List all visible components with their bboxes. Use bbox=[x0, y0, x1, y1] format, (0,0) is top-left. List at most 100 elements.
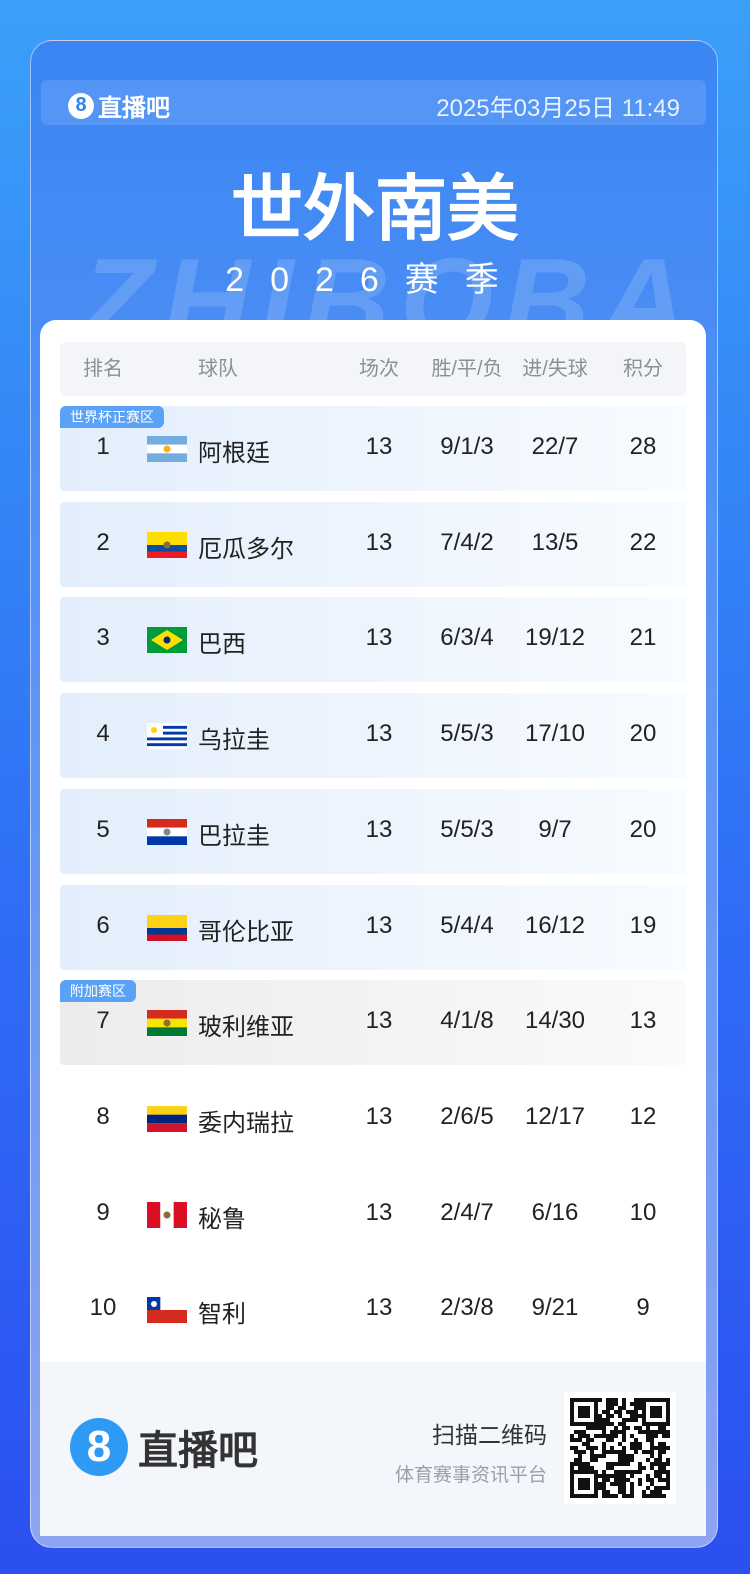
flag-stripe bbox=[147, 725, 187, 729]
qr-module bbox=[638, 1426, 642, 1430]
flag-stripe bbox=[147, 1310, 187, 1324]
column-header: 球队 bbox=[198, 358, 238, 380]
qr-module bbox=[650, 1438, 654, 1442]
qr-module bbox=[610, 1398, 614, 1402]
qr-module bbox=[622, 1494, 626, 1498]
flag-stripe bbox=[147, 436, 187, 445]
qr-module bbox=[618, 1450, 622, 1454]
qr-module bbox=[602, 1430, 606, 1434]
qr-module bbox=[602, 1474, 606, 1478]
qr-module bbox=[622, 1470, 626, 1474]
column-header: 胜/平/负 bbox=[431, 358, 503, 380]
qr-module bbox=[618, 1442, 622, 1446]
qr-module bbox=[590, 1438, 594, 1442]
qr-module bbox=[658, 1454, 662, 1458]
goals-cell: 19/12 bbox=[524, 624, 586, 652]
qr-module bbox=[578, 1458, 582, 1462]
qr-module bbox=[614, 1462, 618, 1466]
qr-module bbox=[590, 1466, 594, 1470]
logo: 8 直播吧 bbox=[68, 88, 170, 123]
team-name: 委内瑞拉 bbox=[198, 1109, 294, 1137]
qr-module bbox=[578, 1430, 582, 1434]
qr-module bbox=[610, 1434, 614, 1438]
flag bbox=[147, 1010, 187, 1037]
qr-module bbox=[630, 1486, 634, 1490]
qr-module bbox=[598, 1474, 602, 1478]
qr-module bbox=[582, 1434, 586, 1438]
rank-cell: 10 bbox=[89, 1294, 117, 1322]
qr-module bbox=[626, 1494, 630, 1498]
qr-module bbox=[654, 1486, 658, 1490]
flag-stripe bbox=[147, 731, 187, 735]
qr-module bbox=[662, 1486, 666, 1490]
qr-module bbox=[646, 1450, 650, 1454]
qr-module bbox=[610, 1402, 614, 1406]
qr-module bbox=[622, 1402, 626, 1406]
qr-module bbox=[602, 1410, 606, 1414]
qr-module bbox=[626, 1458, 630, 1462]
qr-module bbox=[618, 1482, 622, 1486]
qr-module bbox=[586, 1462, 590, 1466]
qr-module bbox=[610, 1494, 614, 1498]
points-cell: 9 bbox=[636, 1294, 650, 1322]
played-cell: 13 bbox=[365, 1007, 393, 1035]
qr-module bbox=[618, 1462, 622, 1466]
qr-module bbox=[622, 1482, 626, 1486]
qr-module bbox=[634, 1426, 638, 1430]
rank-cell: 2 bbox=[96, 528, 110, 556]
win-draw-loss-cell: 7/4/2 bbox=[440, 528, 494, 556]
qr-module bbox=[658, 1478, 662, 1482]
qr-module bbox=[578, 1462, 582, 1466]
goals-cell: 13/5 bbox=[531, 528, 579, 556]
qr-module bbox=[610, 1466, 614, 1470]
win-draw-loss-cell: 4/1/8 bbox=[440, 1007, 494, 1035]
qr-module bbox=[614, 1474, 618, 1478]
qr-module bbox=[594, 1434, 598, 1438]
qr-module bbox=[578, 1454, 582, 1458]
qr-module bbox=[622, 1458, 626, 1462]
qr-module bbox=[614, 1434, 618, 1438]
qr-module bbox=[646, 1478, 650, 1482]
qr-module bbox=[666, 1470, 670, 1474]
flag-stripe bbox=[147, 934, 187, 941]
qr-module bbox=[602, 1494, 606, 1498]
played-cell: 13 bbox=[365, 1198, 393, 1226]
flag bbox=[147, 1105, 187, 1132]
qr-module bbox=[654, 1458, 658, 1462]
qr-module bbox=[638, 1462, 642, 1466]
qr-module bbox=[598, 1434, 602, 1438]
qr-module bbox=[578, 1438, 582, 1442]
points-cell: 21 bbox=[629, 624, 657, 652]
played-cell: 13 bbox=[365, 624, 393, 652]
flag-stripe bbox=[147, 737, 187, 741]
rank-cell: 1 bbox=[96, 433, 110, 460]
flag-stripe bbox=[147, 836, 187, 845]
qr-module bbox=[626, 1426, 630, 1430]
win-draw-loss-cell: 2/6/5 bbox=[440, 1102, 494, 1130]
qr-module bbox=[646, 1458, 650, 1462]
qr-module bbox=[630, 1494, 634, 1498]
qr-module bbox=[650, 1446, 654, 1450]
zone-label: 世界杯正赛区 bbox=[60, 406, 164, 428]
flag bbox=[147, 531, 187, 558]
qr-module bbox=[602, 1486, 606, 1490]
qr-module bbox=[606, 1402, 610, 1406]
qr-module bbox=[582, 1430, 586, 1434]
flag-emblem bbox=[163, 541, 171, 549]
qr-module bbox=[642, 1466, 646, 1470]
qr-module bbox=[602, 1442, 606, 1446]
flag-stripe bbox=[147, 818, 187, 828]
goals-cell: 6/16 bbox=[531, 1198, 579, 1226]
qr-module bbox=[638, 1398, 642, 1402]
qr-module bbox=[654, 1494, 658, 1498]
qr-module bbox=[598, 1426, 602, 1430]
qr-module bbox=[658, 1458, 662, 1462]
qr-module bbox=[658, 1426, 662, 1430]
team-name: 厄瓜多尔 bbox=[198, 535, 294, 563]
qr-module bbox=[658, 1466, 662, 1470]
qr-module bbox=[638, 1478, 642, 1482]
qr-module bbox=[606, 1410, 610, 1414]
qr-module bbox=[638, 1482, 642, 1486]
played-cell: 13 bbox=[365, 815, 393, 843]
qr-module bbox=[570, 1434, 574, 1438]
